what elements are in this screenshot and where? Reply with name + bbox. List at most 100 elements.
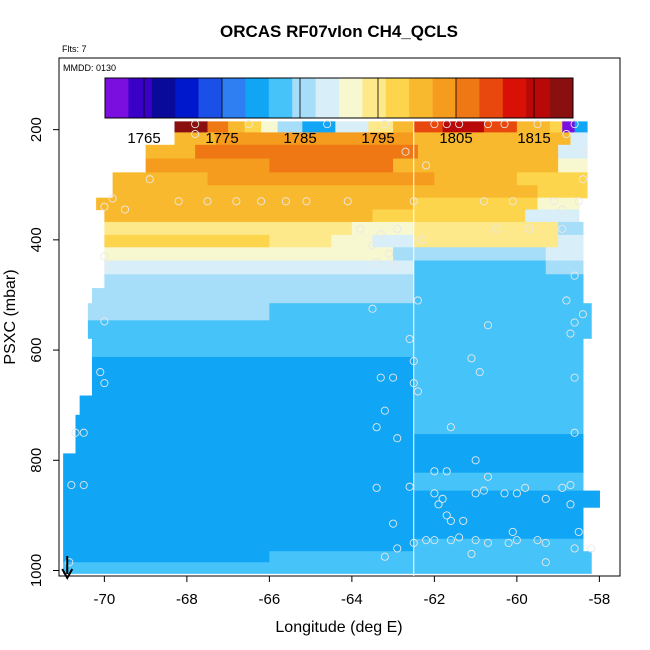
colorbar-swatch (105, 78, 129, 118)
heatmap-cell (79, 395, 353, 416)
colorbar-tick-label: 1815 (517, 130, 550, 147)
observation-point (455, 533, 464, 542)
observation-point (483, 120, 493, 129)
heatmap-cell (207, 121, 229, 133)
heatmap-cell (516, 121, 551, 133)
heatmap-cell (483, 121, 518, 133)
heatmap-cell (413, 260, 547, 275)
heatmap-cell (104, 221, 353, 236)
heatmap-cell (207, 172, 353, 186)
x-axis: -70 -68 -66 -64 -62 -60 -58 (94, 576, 610, 608)
colorbar-swatch (339, 78, 363, 118)
observation-point (409, 197, 418, 206)
observation-point (541, 538, 550, 547)
heatmap-cell (174, 121, 209, 133)
observation-point (422, 536, 431, 545)
observation-point (483, 472, 493, 481)
heatmap-cell (269, 356, 415, 377)
observation-point (587, 544, 596, 553)
observation-point (393, 224, 402, 233)
observation-point (525, 224, 534, 233)
heatmap-cell (413, 414, 456, 435)
colorbar-swatch (128, 78, 153, 118)
heatmap-cell (331, 234, 374, 248)
observation-point (368, 304, 377, 313)
heatmap-cell (195, 144, 411, 160)
observation-point (446, 536, 455, 545)
observation-point (372, 257, 381, 266)
heatmap-cell (393, 247, 415, 262)
colorbar-border (104, 77, 574, 119)
observation-point (430, 489, 439, 498)
heatmap-cell (351, 395, 415, 416)
observation-point (438, 494, 447, 503)
observation-point (479, 486, 488, 495)
heatmap-cell (269, 490, 415, 508)
observation-point (100, 317, 109, 326)
heatmap-cell (413, 303, 592, 321)
observation-point (343, 197, 352, 206)
x-axis-label: Longitude (deg E) (275, 619, 402, 636)
heatmap-cell (413, 320, 592, 339)
observation-point (566, 329, 575, 338)
observation-point (376, 373, 385, 382)
heatmap-cell (413, 197, 539, 211)
heatmap-cell (269, 472, 415, 492)
observation-point (430, 120, 439, 129)
heatmap-cell (413, 132, 497, 146)
observation-point (380, 406, 389, 415)
observation-point (578, 310, 587, 319)
observation-point (104, 260, 113, 269)
observation-point (562, 296, 571, 305)
observation-point (578, 175, 587, 184)
observation-point (459, 516, 468, 525)
observation-point (574, 197, 583, 206)
colorbar-swatch (362, 78, 387, 118)
colorbar-swatch (222, 78, 246, 118)
heatmap-cell (269, 234, 332, 248)
heatmap-cell (413, 274, 584, 289)
heatmap-cell (351, 221, 415, 236)
heatmap-cell (215, 132, 415, 146)
colorbar-swatch (151, 78, 176, 118)
heatmap-cell (558, 144, 588, 160)
y-tick-label: 200 (28, 117, 45, 142)
heatmap-cell (63, 472, 270, 492)
heatmap-cell (92, 338, 270, 358)
heatmap-cell (269, 260, 415, 275)
observation-point (574, 527, 583, 536)
heatmap-cell (63, 507, 270, 525)
colorbar-swatch (549, 78, 574, 118)
heatmap-cell (269, 303, 415, 321)
heatmap-cell (269, 523, 415, 540)
colorbar-swatch (245, 78, 270, 118)
x-tick-label: -64 (341, 591, 363, 608)
observation-point (442, 120, 451, 129)
observation-point (558, 483, 567, 492)
observation-point (65, 558, 74, 567)
observation-point (562, 129, 571, 139)
observation-point (430, 467, 439, 476)
x-tick-label: -60 (506, 591, 528, 608)
observation-point (191, 120, 200, 129)
heatmap-cell (413, 551, 592, 563)
observation-point (566, 481, 575, 490)
colorbar-swatch (479, 78, 504, 118)
heatmap-cell (413, 538, 584, 552)
observation-point (100, 379, 109, 388)
heatmap-cell (269, 507, 415, 525)
heatmap-cell (393, 274, 415, 289)
observation-point (393, 434, 402, 443)
colorbar-swatch (502, 78, 527, 118)
heatmap-cell (413, 507, 584, 525)
heatmap-cell (310, 247, 394, 262)
heatmap-cell (269, 338, 415, 358)
observation-point (570, 271, 579, 280)
observation-point (409, 357, 418, 366)
heatmap-cell (562, 121, 576, 133)
heatmap-cell (269, 158, 394, 173)
heatmap-cell (310, 197, 415, 211)
heatmap-cell (516, 172, 588, 186)
colorbar-tick-label: 1785 (283, 130, 316, 147)
